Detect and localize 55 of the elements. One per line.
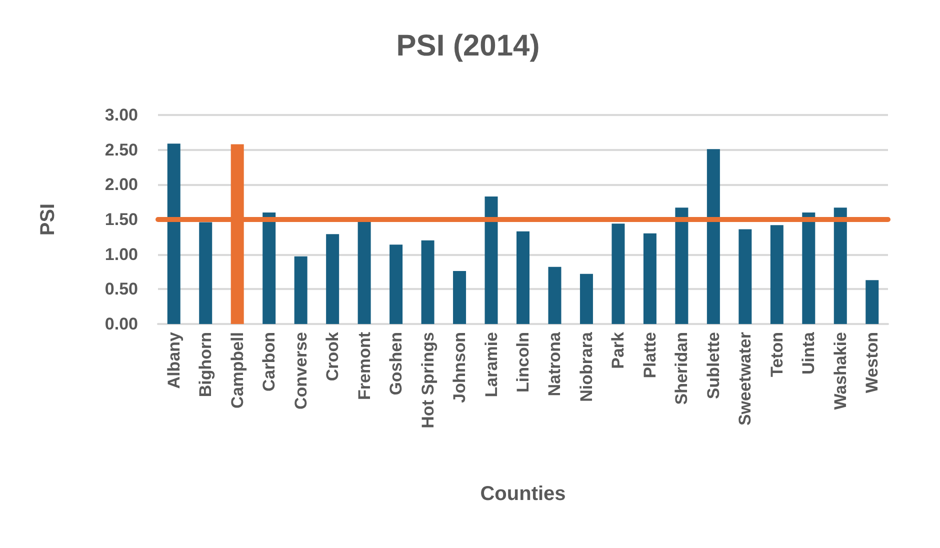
x-tick-label: Campbell	[228, 332, 247, 409]
y-tick-label: 2.00	[104, 175, 138, 194]
x-tick-label: Park	[608, 331, 628, 369]
x-tick-label: Platte	[640, 332, 660, 378]
x-tick-label: Converse	[291, 332, 310, 410]
y-tick-label: 3.00	[104, 106, 138, 124]
bar	[390, 244, 403, 324]
x-tick-label: Washakie	[830, 332, 850, 410]
bar	[706, 149, 720, 324]
x-tick-label: Crook	[323, 331, 342, 382]
bar	[866, 280, 879, 324]
x-tick-label: Uinta	[799, 331, 818, 374]
x-tick-label: Johnson	[450, 332, 470, 403]
y-tick-label: 2.50	[104, 140, 138, 160]
y-tick-label: 1.50	[104, 210, 138, 229]
x-tick-label: Albany	[164, 331, 184, 389]
x-axis-title: Counties	[480, 483, 566, 505]
y-tick-label: 0.00	[104, 314, 138, 334]
bar	[484, 196, 498, 324]
bar	[358, 220, 371, 324]
x-tick-label: Teton	[767, 332, 786, 378]
chart-title: PSI (2014)	[396, 30, 540, 62]
x-tick-label: Sublette	[704, 332, 723, 400]
bar	[516, 231, 530, 324]
y-tick-label: 1.00	[104, 244, 138, 264]
bar	[326, 234, 340, 324]
x-tick-label: Lincoln	[514, 332, 532, 392]
bar	[802, 212, 816, 324]
x-tick-label: Weston	[862, 332, 882, 394]
x-tick-label: Goshen	[386, 332, 406, 396]
x-tick-label: Fremont	[354, 332, 374, 400]
x-tick-label: Sweetwater	[736, 332, 755, 426]
bar	[167, 144, 180, 324]
x-tick-label: Carbon	[260, 332, 279, 392]
x-tick-label: Natrona	[545, 331, 564, 396]
bar	[548, 266, 562, 324]
bar	[262, 212, 276, 324]
x-tick-label: Sheridan	[672, 332, 692, 405]
y-tick-label: 0.50	[104, 280, 138, 299]
x-tick-label: Bighorn	[196, 332, 216, 398]
bar	[675, 208, 688, 324]
x-tick-label: Hot Springs	[418, 332, 438, 428]
bar	[738, 229, 752, 324]
bar	[612, 224, 625, 324]
x-tick-label: Niobrara	[576, 331, 596, 402]
bar	[580, 274, 593, 324]
y-axis-title: PSI	[37, 203, 59, 236]
bar	[294, 256, 308, 324]
bar	[453, 271, 466, 324]
bar	[199, 222, 212, 324]
bar	[421, 240, 434, 324]
bar	[643, 233, 656, 324]
bar	[770, 225, 784, 324]
bar	[834, 208, 847, 324]
x-tick-label: Laramie	[482, 332, 501, 398]
